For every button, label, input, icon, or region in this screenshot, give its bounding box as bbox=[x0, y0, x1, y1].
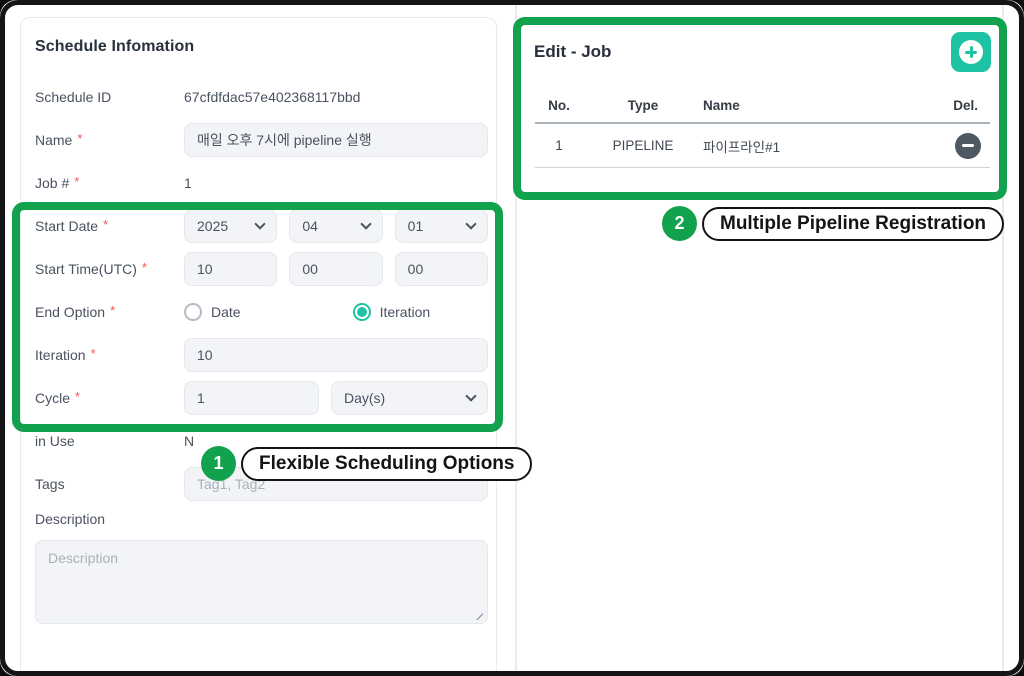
callout-1-number-badge: 1 bbox=[201, 446, 236, 481]
field-row-iteration: Iteration * bbox=[35, 338, 488, 372]
in-use-value: N bbox=[184, 433, 195, 449]
job-table-row: 1 PIPELINE 파이프라인#1 bbox=[535, 124, 990, 168]
plus-circle-icon bbox=[959, 40, 983, 64]
end-option-iteration-label: Iteration bbox=[379, 304, 431, 320]
cycle-value-input[interactable] bbox=[184, 381, 319, 415]
job-count-label: Job # * bbox=[35, 174, 80, 191]
job-row-type: PIPELINE bbox=[612, 138, 674, 153]
panel-title: Schedule Infomation bbox=[35, 38, 195, 55]
cycle-unit-select[interactable]: Day(s) bbox=[331, 381, 488, 415]
field-row-cycle: Cycle* Day(s) bbox=[35, 381, 488, 415]
end-option-iteration-radio[interactable]: Iteration bbox=[352, 303, 431, 321]
in-use-label: in Use bbox=[35, 433, 75, 449]
callout-1: 1 Flexible Scheduling Options bbox=[201, 446, 533, 481]
required-asterisk: * bbox=[90, 346, 96, 361]
callout-2-label: Multiple Pipeline Registration bbox=[702, 206, 1005, 241]
radio-unselected-icon bbox=[184, 303, 202, 321]
job-table-header: No. Type Name Del. bbox=[535, 88, 990, 124]
field-row-end-option: End Option * Date Iteration bbox=[35, 295, 488, 329]
cycle-label: Cycle * bbox=[35, 389, 81, 406]
edit-job-title: Edit - Job bbox=[534, 42, 612, 61]
required-asterisk: * bbox=[74, 174, 80, 189]
schedule-info-panel: Schedule Infomation Schedule ID 67cfdfda… bbox=[20, 17, 497, 676]
schedule-id-value: 67cfdfdac57e402368117bbd bbox=[184, 89, 361, 105]
required-asterisk: * bbox=[77, 131, 83, 146]
chevron-down-icon bbox=[359, 218, 372, 230]
end-option-label: End Option * bbox=[35, 303, 116, 320]
tags-label: Tags bbox=[35, 476, 65, 492]
iteration-label: Iteration * bbox=[35, 346, 96, 363]
field-row-job-count: Job # * 1 bbox=[35, 166, 488, 200]
required-asterisk: * bbox=[110, 303, 116, 318]
chevron-down-icon bbox=[254, 218, 266, 230]
end-option-date-radio[interactable]: Date bbox=[184, 303, 241, 321]
job-row-no: 1 bbox=[555, 138, 563, 153]
iteration-input[interactable] bbox=[184, 338, 488, 372]
name-input[interactable] bbox=[184, 123, 488, 157]
description-field-wrap bbox=[35, 540, 488, 629]
start-time-hour-input[interactable] bbox=[184, 252, 278, 286]
callout-2: 2 Multiple Pipeline Registration bbox=[662, 206, 1005, 241]
required-asterisk: * bbox=[75, 389, 81, 404]
panel-divider-left bbox=[515, 4, 517, 672]
start-date-label: Start Date * bbox=[35, 217, 109, 234]
description-label-row: Description bbox=[35, 510, 488, 528]
job-table: No. Type Name Del. 1 PIPELINE 파이프라인#1 bbox=[535, 88, 990, 168]
field-row-name: Name * bbox=[35, 123, 488, 157]
description-textarea[interactable] bbox=[35, 540, 488, 624]
start-date-month-select[interactable]: 04 bbox=[289, 209, 383, 243]
start-time-minute-input[interactable] bbox=[289, 252, 383, 286]
required-asterisk: * bbox=[103, 217, 109, 232]
start-time-second-input[interactable] bbox=[394, 252, 488, 286]
required-asterisk: * bbox=[141, 260, 147, 275]
add-job-button[interactable] bbox=[951, 32, 991, 72]
header-del: Del. bbox=[953, 97, 978, 113]
job-row-name: 파이프라인#1 bbox=[703, 139, 781, 155]
header-no: No. bbox=[548, 97, 570, 113]
chevron-down-icon bbox=[465, 390, 477, 402]
header-name: Name bbox=[703, 97, 740, 113]
description-label: Description bbox=[35, 511, 106, 527]
delete-job-button[interactable] bbox=[955, 132, 981, 159]
name-label: Name * bbox=[35, 131, 83, 148]
field-row-schedule-id: Schedule ID 67cfdfdac57e402368117bbd bbox=[35, 80, 488, 114]
job-count-value: 1 bbox=[184, 175, 192, 191]
schedule-id-label: Schedule ID bbox=[35, 89, 112, 105]
callout-1-label: Flexible Scheduling Options bbox=[241, 446, 533, 481]
panel-divider-right bbox=[1002, 4, 1004, 672]
textarea-resize-handle[interactable] bbox=[473, 610, 483, 620]
callout-2-number-badge: 2 bbox=[662, 206, 697, 241]
start-date-day-select[interactable]: 01 bbox=[394, 209, 488, 243]
field-row-start-date: Start Date * 2025 04 01 bbox=[35, 209, 488, 243]
start-time-label: Start Time(UTC) * bbox=[35, 260, 147, 277]
field-row-start-time: Start Time(UTC) * bbox=[35, 252, 488, 286]
field-row-in-use: in Use N bbox=[35, 424, 488, 458]
end-option-date-label: Date bbox=[211, 304, 241, 320]
chevron-down-icon bbox=[465, 218, 477, 230]
start-date-year-select[interactable]: 2025 bbox=[184, 209, 278, 243]
radio-selected-icon bbox=[352, 303, 371, 321]
header-type: Type bbox=[627, 97, 659, 113]
